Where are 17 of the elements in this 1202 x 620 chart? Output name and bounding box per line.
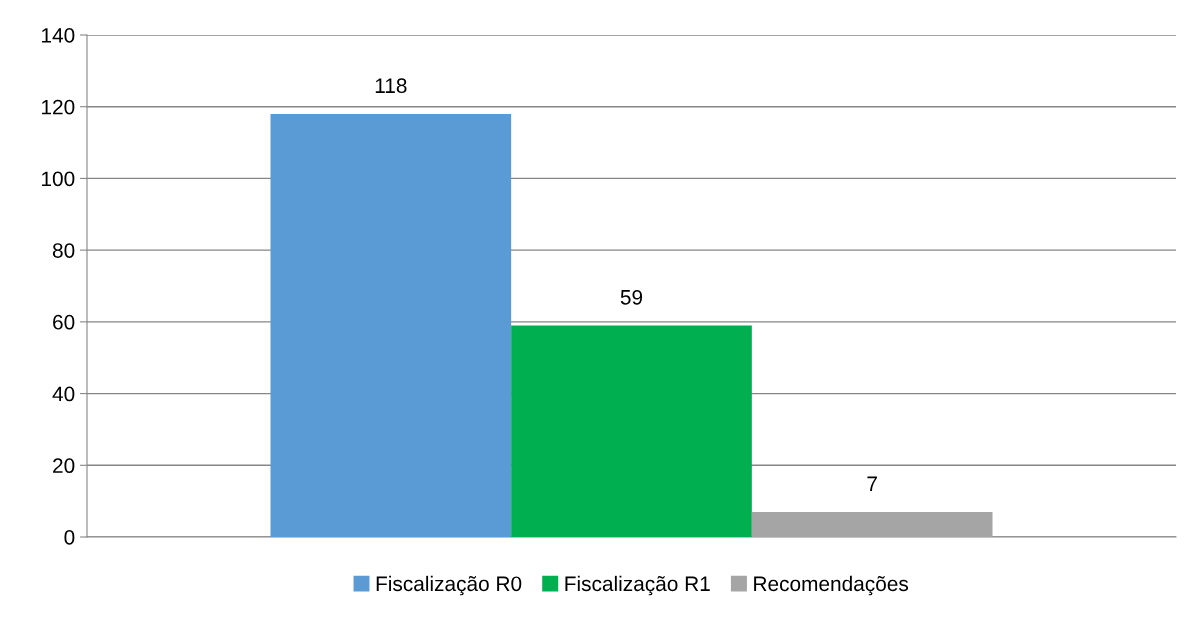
data-label: 59 (620, 289, 643, 305)
legend-label: Fiscalização R1 (565, 575, 710, 596)
y-tick-label: 80 (52, 243, 75, 258)
y-tick-label: 0 (64, 530, 75, 545)
y-tick-label: 20 (53, 458, 75, 474)
data-label: 118 (375, 78, 407, 94)
y-tick-label: 40 (52, 386, 75, 402)
y-tick-label: 140 (42, 28, 75, 43)
y-tick-label: 100 (42, 171, 75, 187)
bar (270, 113, 512, 537)
y-tick-label: 60 (53, 314, 75, 330)
y-tick-label: 120 (42, 99, 75, 115)
bar (511, 325, 752, 537)
data-label: 7 (867, 476, 877, 491)
legend-label: Fiscalização R0 (376, 575, 522, 596)
legend-label: Recomendações (754, 575, 909, 596)
bar (751, 511, 993, 537)
